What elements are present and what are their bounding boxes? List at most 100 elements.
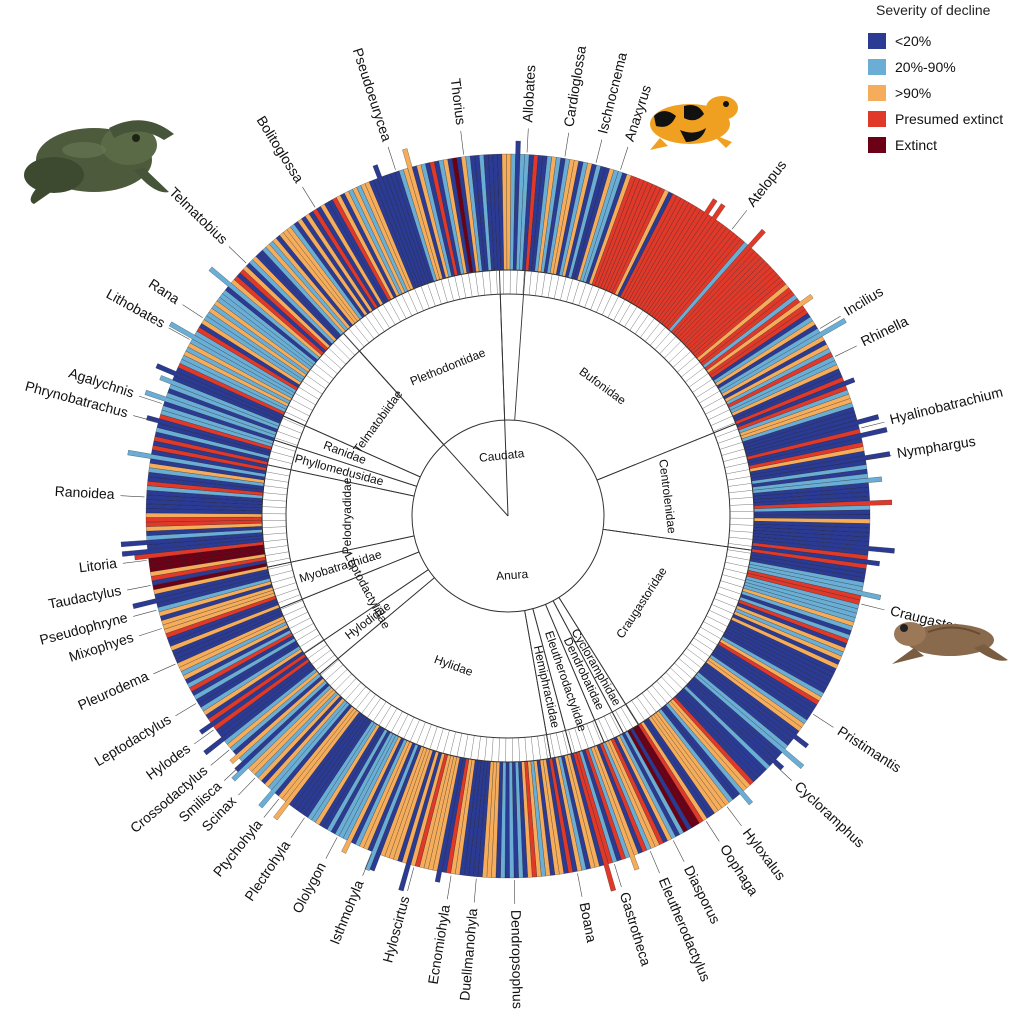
genus-leader-line — [447, 875, 452, 900]
genus-leader-line — [672, 840, 685, 862]
tree-tip — [531, 736, 534, 761]
tree-tip — [711, 604, 734, 615]
tree-tip — [640, 318, 655, 338]
tree-tip — [710, 415, 733, 426]
tree-tip — [440, 279, 448, 303]
tree-tip — [264, 545, 288, 549]
tree-tip — [343, 333, 360, 352]
genus-leader-line — [861, 603, 885, 611]
genus-leader-line — [774, 764, 792, 781]
legend-swatch — [868, 137, 886, 153]
tree-tip — [263, 492, 288, 496]
tree-tip — [262, 532, 287, 535]
tree-tip — [728, 543, 753, 547]
genus-leader-line — [120, 495, 145, 498]
legend-item-gt90: >90% — [868, 80, 1018, 106]
tree-family-branch — [524, 610, 552, 759]
tree-tip — [361, 694, 376, 714]
tree-tip — [541, 272, 546, 297]
genus-label: Ololygon — [289, 860, 329, 916]
legend-title: Severity of decline — [876, 2, 991, 18]
legend-swatch — [868, 85, 886, 101]
tree-tip — [280, 600, 303, 610]
tree-tip — [318, 358, 338, 374]
tree-tip — [307, 644, 328, 659]
tree-tip — [303, 639, 324, 654]
tree-tip — [420, 285, 430, 309]
tree-tip — [277, 594, 301, 604]
tree-tip — [339, 677, 357, 696]
tree-tip — [672, 351, 691, 368]
tree-tip — [725, 469, 750, 475]
tree-tip — [578, 282, 587, 306]
tree-tip — [288, 405, 310, 417]
tree-tip — [729, 497, 754, 500]
genus-leader-line — [861, 421, 885, 429]
tree-tip — [477, 736, 481, 761]
tree-tip — [556, 732, 562, 757]
tree-tip — [716, 592, 739, 602]
genus-leader-line — [460, 130, 464, 155]
tree-tip — [348, 328, 365, 347]
genus-label: Taudactylus — [47, 582, 123, 612]
tree-tip — [489, 270, 492, 295]
tree-tip — [688, 373, 709, 388]
tree-tip — [382, 304, 396, 325]
tree-tip — [535, 271, 539, 296]
tree-tip — [461, 274, 467, 299]
tree-tip — [713, 422, 736, 432]
tree-tip — [720, 580, 744, 588]
tree-tip — [674, 662, 693, 680]
genus-leader-line — [473, 878, 477, 903]
tree-tip — [723, 568, 748, 575]
tree-tip — [695, 384, 717, 398]
legend-swatch — [868, 59, 886, 75]
genus-leader-line — [133, 609, 157, 617]
tree-tip — [524, 737, 527, 762]
genus-label: Cycloramphus — [792, 778, 868, 851]
tree-tip — [397, 714, 409, 736]
legend-item-extinct: Extinct — [868, 132, 1018, 158]
genus-leader-line — [649, 850, 660, 874]
tree-tip — [715, 428, 739, 438]
genus-leader-line — [564, 132, 569, 157]
tree-tip — [286, 611, 308, 623]
tree-tip — [684, 367, 705, 383]
genus-leader-line — [193, 729, 214, 745]
tree-family-branch — [283, 415, 421, 478]
genus-label: Rhinella — [858, 313, 911, 350]
tree-tip — [656, 680, 673, 699]
tree-tip — [549, 733, 555, 758]
tree-tip — [427, 283, 436, 307]
tree-tip — [699, 390, 720, 404]
genus-leader-line — [210, 749, 230, 766]
tree-tip — [607, 296, 619, 318]
tree-tip — [522, 270, 525, 295]
genus-leader-line — [133, 415, 157, 423]
tree-tip — [596, 290, 607, 313]
genus-leader-line — [122, 560, 147, 564]
tree-tip — [562, 731, 569, 755]
genus-leader-line — [238, 777, 256, 796]
tree-tip — [414, 288, 424, 311]
tree-tip — [365, 315, 380, 336]
tree-family-branch — [303, 569, 429, 654]
legend-item-20-90: 20%-90% — [868, 54, 1018, 80]
tree-tip — [686, 648, 706, 663]
genus-leader-line — [813, 713, 834, 728]
species-bars — [120, 140, 895, 892]
genus-leader-line — [526, 128, 529, 153]
tree-tip — [470, 735, 475, 760]
tree-tip — [350, 686, 366, 706]
genus-leader-line — [620, 146, 629, 170]
genus-label: Nymphargus — [896, 433, 977, 461]
tree-tip — [664, 341, 682, 359]
tree-tip — [275, 588, 299, 597]
tree-tip — [631, 700, 646, 721]
legend: Severity of decline <20% 20%-90% >90% Pr… — [868, 2, 1018, 158]
tree-tip — [468, 273, 473, 297]
tree-tip — [422, 724, 432, 747]
order-label: Caudata — [478, 446, 525, 465]
tree-tip — [272, 444, 296, 452]
tree-tip — [320, 659, 339, 676]
